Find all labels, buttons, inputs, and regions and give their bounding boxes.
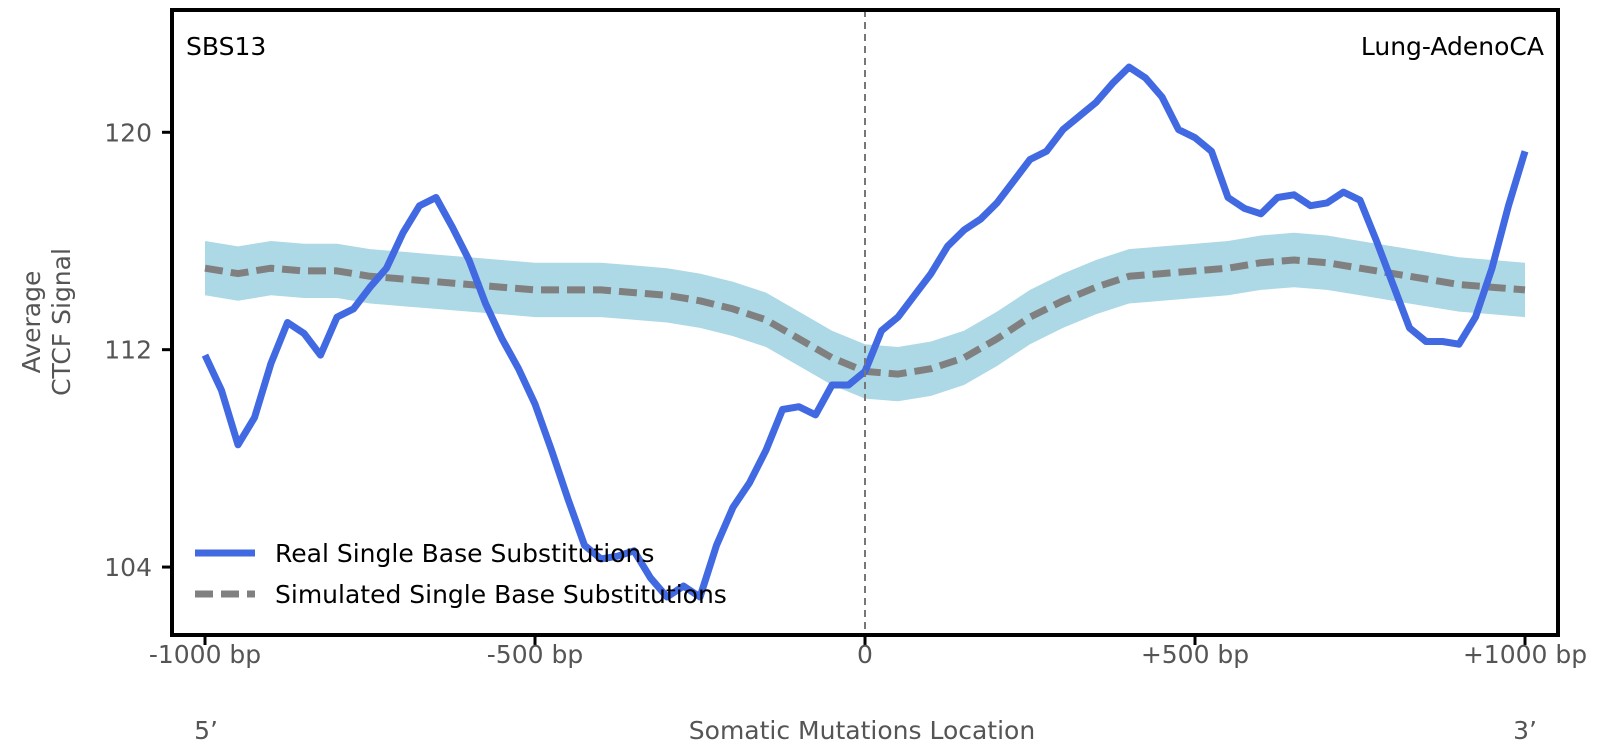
simulated-confidence-band [205,232,1525,402]
signature-label: SBS13 [186,32,266,61]
x-tick-label: +500 bp [1141,640,1249,669]
y-axis-title-line-2: CTCF Signal [47,248,76,396]
legend-real-label: Real Single Base Substitutions [275,539,654,568]
y-axis-title-line-1: Average [17,271,46,374]
y-tick-label: 104 [104,553,152,582]
legend-simulated-label: Simulated Single Base Substitutions [275,580,727,609]
x-tick-label: +1000 bp [1463,640,1587,669]
x-axis-title: Somatic Mutations Location [689,716,1035,745]
five-prime-label: 5’ [194,716,218,745]
x-tick-label: 0 [857,640,873,669]
y-tick-label: 112 [104,336,152,365]
y-tick-label: 120 [104,118,152,147]
three-prime-label: 3’ [1513,716,1537,745]
cancer-type-label: Lung-AdenoCA [1361,32,1544,61]
y-axis-title: Average CTCF Signal [17,248,76,396]
x-tick-label: -1000 bp [149,640,261,669]
legend: Real Single Base Substitutions Simulated… [195,539,727,609]
x-tick-label: -500 bp [487,640,583,669]
